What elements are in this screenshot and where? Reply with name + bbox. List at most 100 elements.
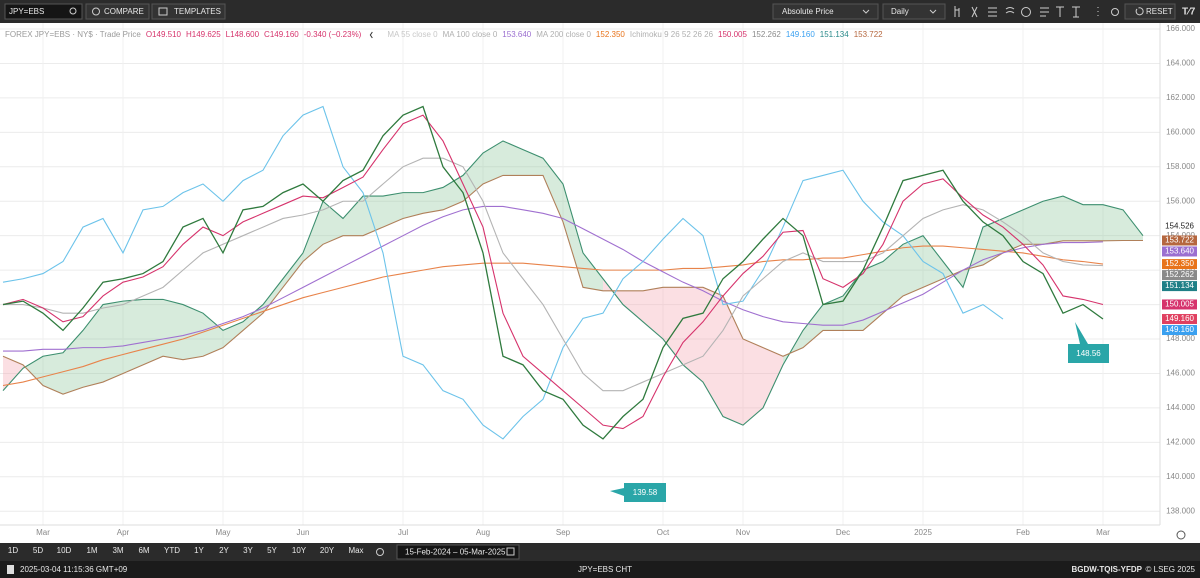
price-tag-label: 149.160 <box>1165 314 1194 323</box>
price-tag-label: 153.640 <box>1165 247 1194 256</box>
legend-item: L148.600 <box>226 30 260 39</box>
callout <box>1068 322 1109 363</box>
legend-item: C149.160 <box>264 30 299 39</box>
logo: T⁄7 <box>1182 7 1196 18</box>
x-tick-label: Mar <box>36 528 50 537</box>
legend-item: 149.160 <box>786 30 815 39</box>
range-button[interactable]: 20Y <box>320 546 335 555</box>
range-button[interactable]: 5Y <box>267 546 277 555</box>
y-tick-label: 146.000 <box>1166 369 1195 378</box>
y-tick-label: 166.000 <box>1166 24 1195 33</box>
cloud-segment <box>583 252 603 291</box>
reset-label: RESET <box>1146 7 1173 16</box>
copyright: © LSEG 2025 <box>1146 565 1196 574</box>
price-mode-dropdown[interactable] <box>772 3 879 20</box>
date-range: 15-Feb-2024 – 05-Mar-2025 <box>405 548 506 557</box>
compare-icon <box>92 7 100 16</box>
range-button[interactable]: 1D <box>8 546 18 555</box>
interval: Daily <box>891 7 909 16</box>
compare-label: COMPARE <box>104 7 144 16</box>
range-button[interactable]: 3Y <box>243 546 253 555</box>
series-line <box>2 245 1104 387</box>
cloud-segment <box>903 235 923 296</box>
range-button[interactable]: 6M <box>138 546 149 555</box>
cloud-segment <box>263 278 283 314</box>
legend-item: O149.510 <box>146 30 182 39</box>
callout-label: 139.58 <box>633 488 658 497</box>
status-bar <box>0 561 1200 578</box>
price-tag <box>1162 299 1197 310</box>
cloud-segment <box>1103 204 1123 241</box>
cloud-segment <box>443 175 463 210</box>
y-tick-label: 162.000 <box>1166 93 1195 102</box>
legend-item: 150.005 <box>718 30 747 39</box>
y-tick-label: 158.000 <box>1166 162 1195 171</box>
search-icon <box>69 7 77 15</box>
series-line <box>2 174 1143 395</box>
price-tag-label: 149.160 <box>1165 325 1194 334</box>
cloud-segment <box>783 330 803 365</box>
range-settings-icon[interactable] <box>376 548 384 556</box>
price-tag-label: 153.722 <box>1165 236 1194 245</box>
date-range-box[interactable] <box>396 544 520 560</box>
x-tick-label: Dec <box>836 528 850 537</box>
range-button[interactable]: 10Y <box>292 546 307 555</box>
dropdown-arrow <box>862 9 870 14</box>
settings-icon[interactable] <box>1176 530 1186 540</box>
range-button[interactable]: 2Y <box>219 546 229 555</box>
range-button[interactable]: Max <box>348 546 363 555</box>
status-icon <box>7 565 14 574</box>
cloud-segment <box>463 153 483 202</box>
y-tick-label: 160.000 <box>1166 127 1195 136</box>
cloud-segment <box>623 290 643 322</box>
series-line <box>2 114 1104 430</box>
x-tick-label: Feb <box>1016 528 1030 537</box>
range-button[interactable]: 10D <box>57 546 72 555</box>
legend-collapse <box>369 31 373 39</box>
price-tag <box>1162 270 1197 281</box>
legend-item: Ichimoku 9 26 52 26 26 <box>630 30 714 39</box>
compare-button[interactable] <box>85 3 150 20</box>
range-button[interactable]: 5D <box>33 546 43 555</box>
cloud-segment <box>1043 196 1063 245</box>
price-tag-label: 152.262 <box>1165 270 1194 279</box>
y-tick-label: 164.000 <box>1166 59 1195 68</box>
cloud-segment <box>983 218 1003 265</box>
legend-item: -0.340 (−0.23%) <box>304 30 362 39</box>
cloud-segment <box>163 299 183 360</box>
range-button[interactable]: 1M <box>86 546 97 555</box>
cloud-segment <box>283 252 303 288</box>
range-button[interactable]: YTD <box>164 546 180 555</box>
templates-button[interactable] <box>151 3 226 20</box>
price-tag-label: 154.526 <box>1165 222 1194 231</box>
range-button[interactable]: 1Y <box>194 546 204 555</box>
legend-item: MA 100 close 0 <box>443 30 498 39</box>
range-button[interactable]: 3M <box>112 546 123 555</box>
legend-item: FOREX JPY=EBS · NY$ · Trade Price <box>5 30 141 39</box>
cloud-segment <box>1083 204 1103 241</box>
legend-item: MA 55 close 0 <box>387 30 438 39</box>
cloud-segment <box>663 287 683 365</box>
symbol-input[interactable] <box>4 3 83 20</box>
range-buttons: 1D 5D 10D 1M 3M 6M YTD 1Y 2Y 3Y 5Y 10Y 20Y Max <box>8 546 364 555</box>
price-tag-label: 152.350 <box>1165 259 1194 268</box>
range-toolbar <box>0 543 1200 561</box>
cloud-segment <box>483 140 503 185</box>
reset-button[interactable] <box>1124 3 1176 20</box>
cloud-segment <box>383 192 403 228</box>
x-tick-label: Mar <box>1096 528 1110 537</box>
calendar-icon <box>506 547 515 556</box>
tool-icons[interactable] <box>954 6 1119 18</box>
x-tick-label: Apr <box>117 528 130 537</box>
cloud-segment <box>303 201 323 262</box>
x-tick-label: Jul <box>398 528 408 537</box>
x-tick-label: Jun <box>297 528 310 537</box>
timestamp: 2025-03-04 11:15:36 GMT+09 <box>20 565 128 574</box>
cloud-segment <box>403 192 423 219</box>
cloud-segment <box>43 352 63 395</box>
series-line <box>2 105 1104 440</box>
legend-item: H149.625 <box>186 30 221 39</box>
interval-dropdown[interactable] <box>882 3 946 20</box>
